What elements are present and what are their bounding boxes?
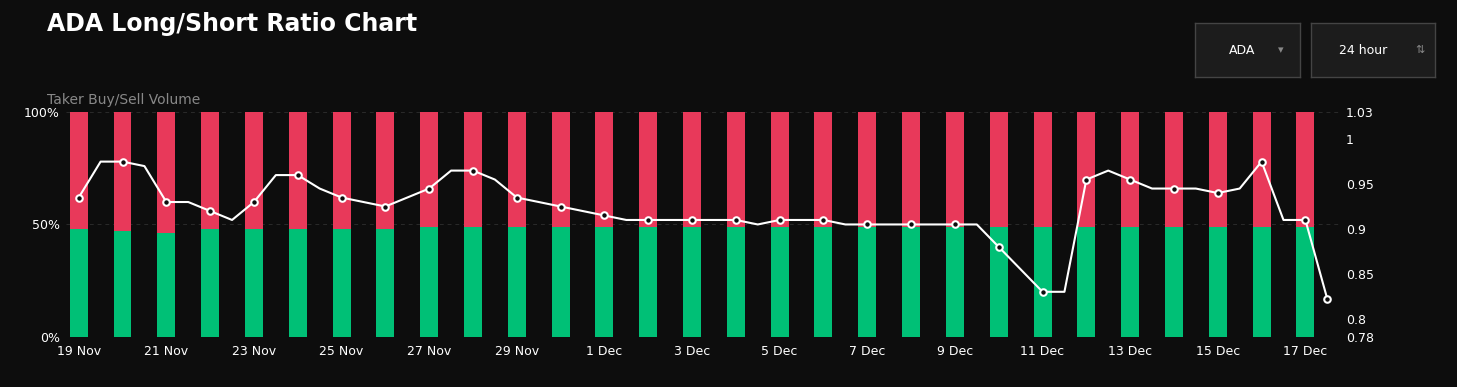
Text: 24 hour: 24 hour: [1339, 44, 1387, 57]
Bar: [70, 112, 87, 229]
Point: [154, 199, 178, 205]
Point: [67, 194, 90, 200]
Point: [549, 204, 573, 210]
Point: [768, 217, 791, 223]
Point: [329, 194, 353, 200]
Point: [1206, 190, 1230, 196]
Bar: [245, 229, 262, 337]
Bar: [1033, 227, 1052, 337]
Point: [111, 159, 134, 165]
Bar: [1077, 112, 1096, 227]
Bar: [420, 112, 439, 227]
Point: [1163, 185, 1186, 192]
Bar: [1033, 112, 1052, 227]
Point: [1119, 176, 1142, 183]
Point: [198, 208, 221, 214]
Bar: [508, 112, 526, 227]
Text: ADA: ADA: [1228, 44, 1254, 57]
Bar: [552, 227, 570, 337]
Bar: [989, 112, 1008, 227]
Bar: [683, 112, 701, 227]
Bar: [245, 112, 262, 229]
Point: [242, 199, 265, 205]
Text: Taker Buy/Sell Volume: Taker Buy/Sell Volume: [47, 93, 200, 107]
Bar: [640, 227, 657, 337]
Bar: [1253, 112, 1271, 227]
Bar: [727, 227, 745, 337]
Bar: [727, 112, 745, 227]
Point: [1250, 159, 1273, 165]
Bar: [157, 233, 175, 337]
Text: ADA Long/Short Ratio Chart: ADA Long/Short Ratio Chart: [47, 12, 417, 36]
Bar: [1122, 227, 1139, 337]
Bar: [201, 112, 219, 229]
Text: ▾: ▾: [1278, 45, 1284, 55]
Point: [899, 221, 922, 228]
Bar: [902, 112, 919, 227]
Point: [462, 168, 485, 174]
Point: [1032, 289, 1055, 295]
Point: [374, 204, 398, 210]
Bar: [332, 112, 351, 229]
Bar: [1209, 112, 1227, 227]
Bar: [989, 227, 1008, 337]
Point: [286, 172, 309, 178]
Bar: [1077, 227, 1096, 337]
Bar: [596, 227, 613, 337]
Point: [637, 217, 660, 223]
Point: [1075, 176, 1099, 183]
Bar: [1209, 227, 1227, 337]
Bar: [114, 112, 131, 231]
Point: [680, 217, 704, 223]
Bar: [640, 112, 657, 227]
Bar: [1297, 227, 1314, 337]
Bar: [376, 112, 395, 229]
Point: [855, 221, 879, 228]
Bar: [1122, 112, 1139, 227]
Point: [506, 194, 529, 200]
Bar: [946, 227, 965, 337]
Bar: [201, 229, 219, 337]
Point: [418, 185, 441, 192]
Text: ⇅: ⇅: [1416, 45, 1425, 55]
Point: [724, 217, 747, 223]
Bar: [683, 227, 701, 337]
Bar: [771, 227, 788, 337]
Bar: [1297, 112, 1314, 227]
Bar: [946, 112, 965, 227]
Bar: [463, 112, 482, 227]
Bar: [858, 112, 876, 227]
Bar: [596, 112, 613, 227]
Bar: [376, 229, 395, 337]
Bar: [552, 112, 570, 227]
Point: [943, 221, 966, 228]
Bar: [814, 227, 832, 337]
Bar: [70, 229, 87, 337]
Bar: [463, 227, 482, 337]
Bar: [288, 229, 307, 337]
Bar: [858, 227, 876, 337]
Point: [1294, 217, 1317, 223]
Point: [986, 244, 1010, 250]
Bar: [1253, 227, 1271, 337]
Bar: [1166, 227, 1183, 337]
Point: [812, 217, 835, 223]
Bar: [902, 227, 919, 337]
Point: [593, 212, 616, 219]
Bar: [508, 227, 526, 337]
Bar: [332, 229, 351, 337]
Bar: [771, 112, 788, 227]
Bar: [288, 112, 307, 229]
Bar: [157, 112, 175, 233]
Bar: [420, 227, 439, 337]
Bar: [114, 231, 131, 337]
Bar: [1166, 112, 1183, 227]
Point: [1316, 296, 1339, 302]
Bar: [814, 112, 832, 227]
